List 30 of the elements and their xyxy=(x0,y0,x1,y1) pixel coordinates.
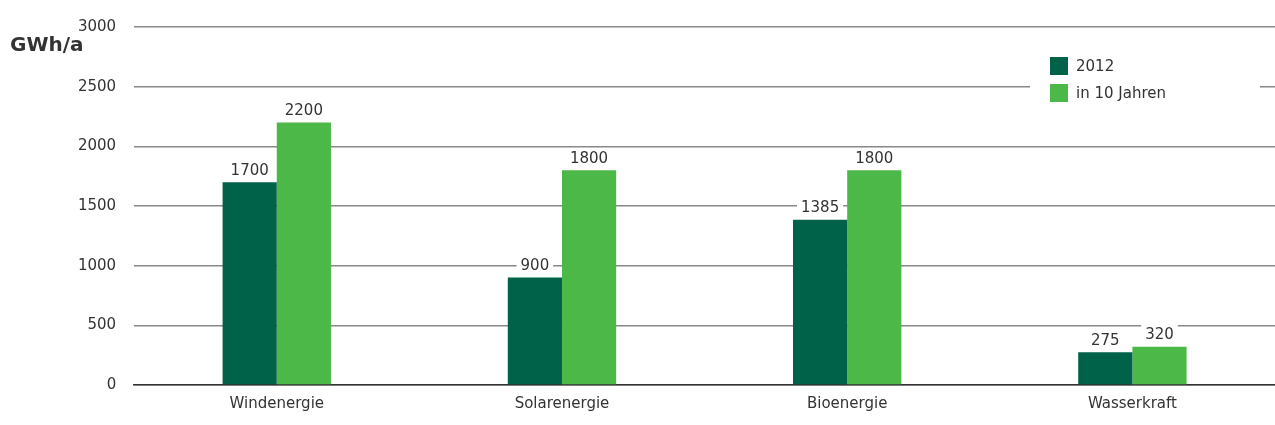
data-label: 1800 xyxy=(855,148,894,167)
data-label: 320 xyxy=(1145,325,1174,344)
bar xyxy=(793,219,848,385)
data-label: 275 xyxy=(1090,330,1120,349)
x-tick-label: Windenergie xyxy=(229,393,325,412)
y-tick-label: 500 xyxy=(87,315,117,334)
legend-label: 2012 xyxy=(1076,56,1115,75)
data-label: 1385 xyxy=(801,198,840,217)
bar xyxy=(276,122,331,385)
bar xyxy=(847,170,902,385)
bar xyxy=(561,170,617,385)
y-tick-label: 2000 xyxy=(77,136,117,155)
x-tick-label: Wasserkraft xyxy=(1087,393,1178,412)
data-label: 1800 xyxy=(569,148,609,167)
data-label: 1700 xyxy=(230,160,269,179)
y-axis-title: GWh/a xyxy=(10,32,84,57)
x-tick-label: Bioenergie xyxy=(806,393,888,412)
data-label: 2200 xyxy=(284,100,323,119)
legend-label: in 10 Jahren xyxy=(1076,83,1166,102)
bar xyxy=(1132,346,1187,385)
bar xyxy=(1078,352,1133,385)
y-tick-label: 1000 xyxy=(77,255,117,274)
bar xyxy=(507,277,562,385)
y-tick-label: 3000 xyxy=(77,16,117,35)
y-tick-label: 1500 xyxy=(77,195,117,214)
x-tick-label: Solarenergie xyxy=(514,393,610,412)
y-tick-label: 0 xyxy=(106,374,117,393)
y-tick-label: 2500 xyxy=(77,76,117,95)
bar xyxy=(222,182,277,385)
data-label: 900 xyxy=(520,255,550,274)
